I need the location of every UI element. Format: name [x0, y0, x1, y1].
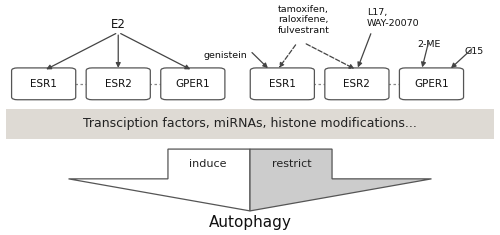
FancyBboxPatch shape: [12, 68, 76, 100]
FancyBboxPatch shape: [86, 68, 150, 100]
Text: L17,
WAY-20070: L17, WAY-20070: [367, 8, 420, 28]
FancyBboxPatch shape: [325, 68, 389, 100]
Text: genistein: genistein: [204, 51, 248, 60]
Text: restrict: restrict: [272, 159, 312, 169]
Text: Autophagy: Autophagy: [208, 215, 292, 231]
FancyBboxPatch shape: [250, 68, 314, 100]
FancyBboxPatch shape: [160, 68, 225, 100]
Text: ESR2: ESR2: [105, 79, 132, 89]
FancyBboxPatch shape: [400, 68, 464, 100]
Text: G15: G15: [464, 47, 483, 56]
Text: Transciption factors, miRNAs, histone modifications...: Transciption factors, miRNAs, histone mo…: [83, 118, 417, 130]
Text: ESR1: ESR1: [30, 79, 57, 89]
Text: GPER1: GPER1: [414, 79, 449, 89]
Text: GPER1: GPER1: [176, 79, 210, 89]
Polygon shape: [250, 149, 432, 211]
Text: E2: E2: [111, 18, 126, 31]
Text: ESR2: ESR2: [344, 79, 370, 89]
Text: ESR1: ESR1: [269, 79, 296, 89]
Bar: [6, 109, 494, 139]
Polygon shape: [68, 149, 250, 211]
Text: induce: induce: [189, 159, 226, 169]
Text: tamoxifen,
raloxifene,
fulvestrant: tamoxifen, raloxifene, fulvestrant: [278, 5, 330, 35]
Text: 2-ME: 2-ME: [418, 40, 440, 49]
